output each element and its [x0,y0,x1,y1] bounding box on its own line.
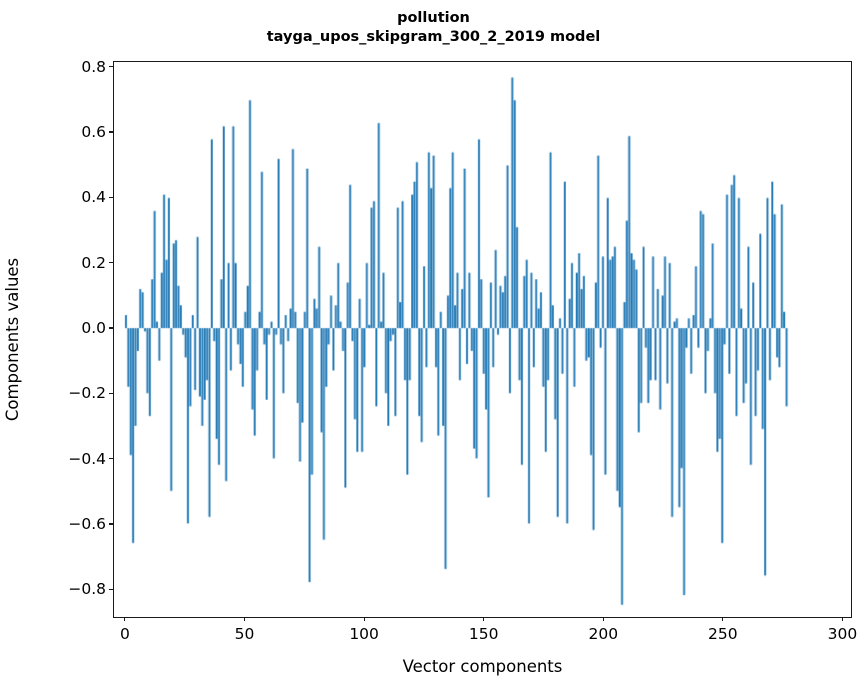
y-tick-label: −0.2 [68,384,106,403]
y-tick-mark [108,66,113,68]
y-tick-mark [108,327,113,329]
x-tick-label: 300 [827,625,858,643]
x-tick-label: 100 [349,625,379,643]
x-tick-label: 150 [468,625,499,643]
chart-title-line-2: tayga_upos_skipgram_300_2_2019 model [266,29,601,45]
y-axis-label: Components values [3,257,22,422]
x-tick-mark [841,617,843,622]
x-tick-label: 50 [234,625,255,643]
x-tick-mark [243,617,246,622]
y-tick-label: −0.4 [68,449,106,468]
x-tick-label: 200 [588,625,619,643]
x-tick-mark [722,617,724,622]
x-tick-mark [483,617,485,622]
x-axis-label: Vector components [402,657,563,676]
y-tick-mark [108,458,113,460]
y-tick-mark [108,392,113,394]
y-tick-mark [108,131,113,133]
x-tick-label: 0 [120,625,130,643]
x-tick-label: 250 [708,625,738,643]
y-tick-label: 0.6 [81,123,106,142]
chart-title: pollution tayga_upos_skipgram_300_2_2019… [0,9,867,47]
y-tick-mark [108,523,113,525]
y-axis-tick-labels: −0.8 −0.6 −0.4 −0.2 0.0 0.2 0.4 0.6 0.8 [36,0,106,696]
x-tick-mark [124,617,126,622]
y-tick-mark [108,262,113,264]
y-tick-label: 0.0 [81,319,106,338]
y-tick-label: 0.2 [81,253,106,272]
x-tick-mark [602,617,604,622]
chart-title-line-1: pollution [397,10,470,26]
y-tick-mark [108,196,113,198]
y-tick-label: −0.6 [68,515,106,534]
x-tick-mark [363,617,365,622]
y-tick-label: 0.4 [81,188,106,207]
y-tick-mark [108,588,113,590]
y-tick-label: −0.8 [68,580,106,599]
bar-series-canvas [114,62,851,617]
plot-axes [113,61,852,618]
y-tick-label: 0.8 [81,57,106,76]
